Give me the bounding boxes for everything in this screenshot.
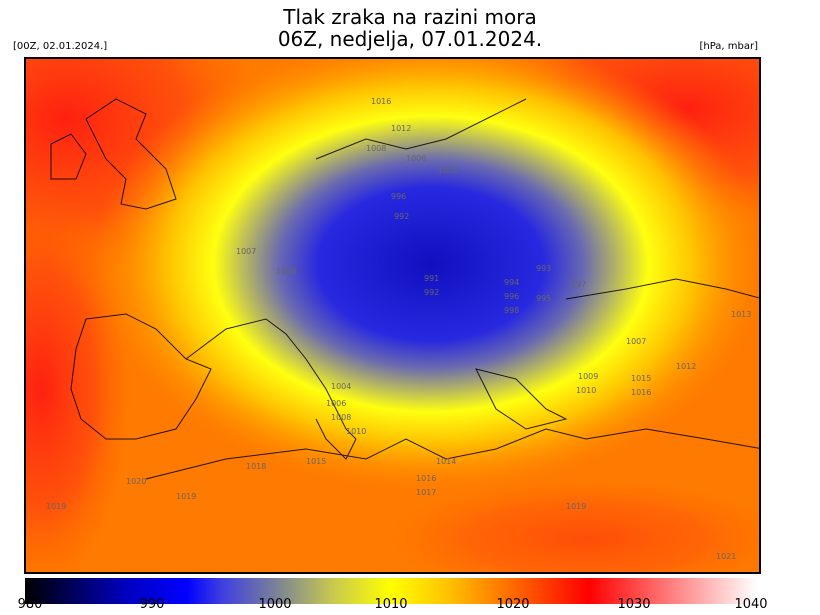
isobar-label: 1018 <box>246 462 266 471</box>
isobar-label: 1008 <box>366 144 386 153</box>
isobar-label: 1019 <box>46 502 66 511</box>
isobar-label: 998 <box>504 306 519 315</box>
isobar-label: 1015 <box>306 457 326 466</box>
isobar-label: 1006 <box>406 154 426 163</box>
isobar-label: 1006 <box>326 399 346 408</box>
isobar-label: 1020 <box>126 477 146 486</box>
isobar-label: 1008 <box>331 413 351 422</box>
isobar-label: 1016 <box>416 474 436 483</box>
chart-title: Tlak zraka na razini mora <box>283 5 537 29</box>
isobar-label: 1015 <box>631 374 651 383</box>
isobar-label: 996 <box>504 292 519 301</box>
coastlines <box>50 98 759 480</box>
isobar-label: 1008 <box>276 267 296 276</box>
isobar-label: 992 <box>394 212 409 221</box>
isobar-label: 991 <box>424 274 439 283</box>
isobar-label: 1005 <box>438 166 458 175</box>
isobar-label: 1007 <box>626 337 646 346</box>
model-run-label: [00Z, 02.01.2024.] <box>13 41 108 52</box>
isobar-label: 1010 <box>576 386 596 395</box>
isobar-label: 1010 <box>346 427 366 436</box>
chart-subtitle: 06Z, nedjelja, 07.01.2024. <box>277 27 543 51</box>
isobar-label: 995 <box>536 294 551 303</box>
isobar-label: 1012 <box>676 362 696 371</box>
isobar-label: 1009 <box>578 372 598 381</box>
isobar-label: 997 <box>571 280 586 289</box>
isobar-label: 1021 <box>716 552 736 561</box>
colorbar-tick: 1000 <box>258 597 292 612</box>
isobar-labels: 1016 1012 1008 1006 1005 996 992 1007 1008 991 992… <box>46 97 751 561</box>
isobar-label: 1014 <box>436 457 456 466</box>
colorbar-tick: 1040 <box>734 597 768 612</box>
isobar-label: 1017 <box>416 488 436 497</box>
colorbar-tick: 1030 <box>617 597 651 612</box>
pressure-map: 1016 1012 1008 1006 1005 996 992 1007 1008 991 992… <box>24 57 761 574</box>
colorbar-tick: 1010 <box>374 597 408 612</box>
isobar-label: 1012 <box>391 124 411 133</box>
colorbar <box>25 578 757 604</box>
isobar-label: 1016 <box>631 388 651 397</box>
isobar-label: 996 <box>391 192 406 201</box>
isobar-label: 1007 <box>236 247 256 256</box>
isobar-label: 993 <box>536 264 551 273</box>
colorbar-tick: 1020 <box>496 597 530 612</box>
isobar-label: 1004 <box>331 382 351 391</box>
unit-label: [hPa, mbar] <box>699 41 758 52</box>
high-pressure-south <box>386 479 759 572</box>
isobar-label: 1016 <box>371 97 391 106</box>
low-pressure-system <box>91 59 759 496</box>
colorbar-tick: 980 <box>17 597 43 612</box>
isobar-label: 1019 <box>566 502 586 511</box>
isobar-label: 1013 <box>731 310 751 319</box>
colorbar-tick: 990 <box>139 597 165 612</box>
isobar-label: 992 <box>424 288 439 297</box>
isobar-label: 994 <box>504 278 519 287</box>
isobar-label: 1019 <box>176 492 196 501</box>
